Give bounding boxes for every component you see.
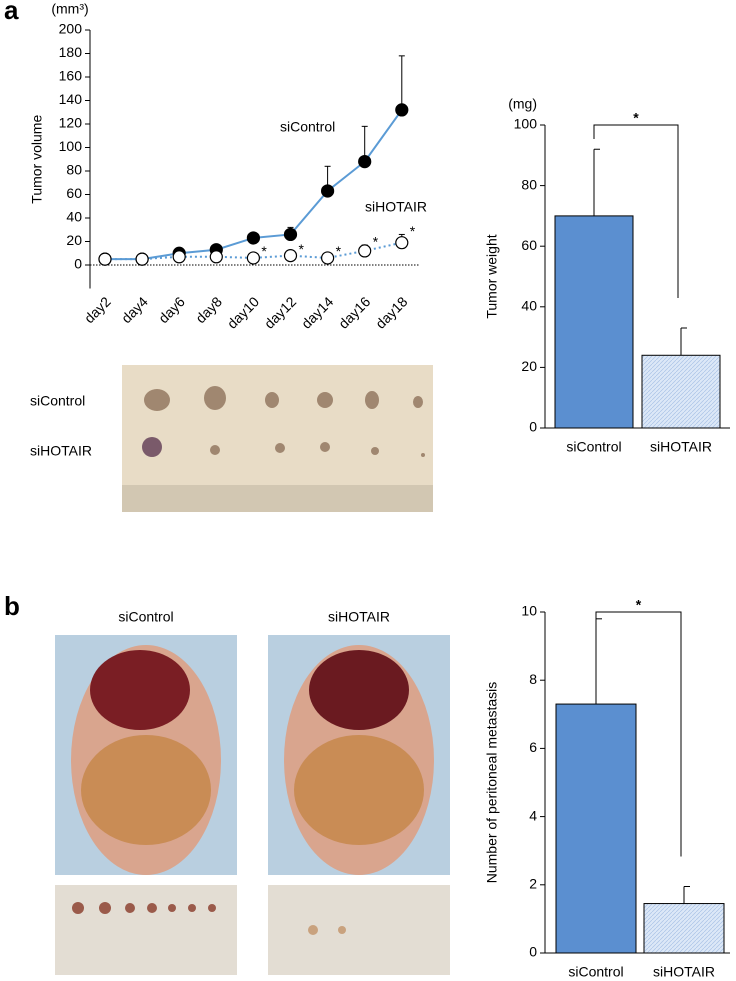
- y-tick-label: 100: [514, 116, 538, 132]
- marker: [135, 252, 149, 266]
- y-tick-label: 0: [529, 419, 537, 435]
- y-tick-label: 200: [59, 21, 83, 37]
- x-tick-label: siHOTAIR: [650, 439, 712, 455]
- bar: [554, 215, 634, 429]
- y-tick-label: 0: [529, 944, 537, 960]
- mouse-photo: [55, 635, 450, 975]
- significance-bracket: [595, 611, 682, 857]
- x-tick-label: day4: [118, 293, 151, 326]
- y-tick-label: 80: [521, 176, 537, 192]
- y-tick-label: 20: [66, 232, 82, 248]
- y-tick-label: 6: [529, 739, 537, 755]
- y-axis-label: Number of peritoneal metastasis: [484, 682, 500, 884]
- bar: [643, 903, 725, 954]
- marker: [246, 231, 260, 245]
- x-tick-label: day8: [192, 293, 225, 326]
- bar: [641, 354, 721, 429]
- y-tick-label: 60: [521, 237, 537, 253]
- significance: *: [636, 597, 642, 613]
- marker: [209, 250, 223, 264]
- series-label: siHOTAIR: [365, 199, 427, 215]
- marker: [246, 251, 260, 265]
- marker: [283, 249, 298, 263]
- significance: *: [299, 241, 305, 257]
- y-tick-label: 8: [529, 671, 537, 687]
- y-axis-label: Tumor volume: [29, 115, 45, 204]
- bar: [555, 703, 637, 954]
- x-tick-label: day10: [224, 293, 262, 331]
- significance: *: [336, 243, 342, 259]
- series-label: siControl: [280, 119, 335, 135]
- row-label: siControl: [30, 393, 85, 409]
- tumor-photo: [122, 365, 433, 512]
- marker: [321, 251, 335, 265]
- x-tick-label: day14: [298, 293, 336, 331]
- marker: [98, 252, 112, 266]
- x-tick-label: day18: [372, 293, 410, 331]
- marker: [358, 244, 372, 258]
- y-tick-label: 2: [529, 876, 537, 892]
- panel-letter: a: [4, 0, 19, 25]
- y-tick-label: 80: [66, 162, 82, 178]
- x-tick-label: day2: [81, 293, 114, 326]
- x-tick-label: day16: [335, 293, 373, 331]
- x-tick-label: day6: [155, 293, 188, 326]
- y-tick-label: 100: [59, 138, 83, 154]
- marker: [172, 250, 186, 264]
- significance: *: [410, 223, 416, 239]
- marker: [358, 155, 372, 169]
- y-tick-label: 160: [59, 68, 83, 84]
- y-tick-label: 180: [59, 44, 83, 60]
- y-tick-label: 60: [66, 185, 82, 201]
- unit-label: (mm³): [51, 1, 88, 17]
- significance: *: [373, 234, 379, 250]
- y-tick-label: 140: [59, 91, 83, 107]
- y-tick-label: 10: [521, 603, 537, 619]
- y-tick-label: 40: [521, 298, 537, 314]
- unit-label: (mg): [508, 96, 537, 112]
- marker: [395, 236, 409, 250]
- x-tick-label: siHOTAIR: [653, 964, 715, 980]
- y-tick-label: 20: [521, 358, 537, 374]
- photo-title: siControl: [118, 609, 173, 625]
- marker: [321, 184, 335, 198]
- marker: [395, 103, 409, 117]
- x-tick-label: siControl: [566, 439, 621, 455]
- y-tick-label: 4: [529, 807, 537, 823]
- y-tick-label: 40: [66, 209, 82, 225]
- y-axis-label: Tumor weight: [484, 234, 500, 318]
- panel-letter: b: [4, 591, 20, 621]
- significance: *: [633, 110, 639, 126]
- y-tick-label: 0: [74, 256, 82, 272]
- photo-title: siHOTAIR: [328, 609, 390, 625]
- x-tick-label: day12: [261, 293, 299, 331]
- significance: *: [261, 243, 267, 259]
- row-label: siHOTAIR: [30, 443, 92, 459]
- significance-bracket: [593, 124, 679, 299]
- x-tick-label: siControl: [568, 964, 623, 980]
- marker: [283, 227, 298, 242]
- y-tick-label: 120: [59, 115, 83, 131]
